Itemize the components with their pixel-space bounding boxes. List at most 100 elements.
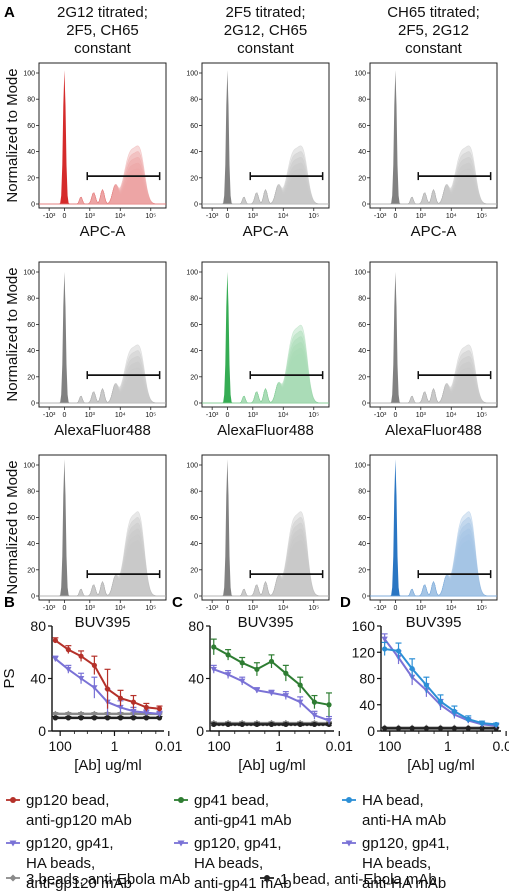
data-point [311, 699, 318, 705]
legend-marker [264, 875, 270, 881]
negative-peak [370, 459, 497, 596]
data-point [77, 710, 85, 718]
y-tick-label: 40 [359, 697, 375, 713]
data-point [91, 715, 97, 721]
y-tick-label: 60 [190, 123, 198, 130]
x-tick-label: 10⁵ [308, 213, 319, 220]
data-point [117, 695, 124, 701]
data-point [238, 678, 246, 685]
y-tick-label: 20 [358, 374, 366, 381]
series-4 [52, 715, 163, 721]
data-point [268, 721, 275, 728]
data-point [130, 699, 137, 705]
flow-xlabel: APC-A [80, 223, 126, 240]
x-tick-label: 0 [62, 213, 66, 220]
y-tick-label: 60 [27, 322, 35, 329]
legend-b-entry-0: gp120 bead, anti-gp120 mAb [6, 792, 132, 829]
legend-text: 1 bead, anti-Ebola mAb [280, 871, 437, 888]
data-point [268, 658, 275, 665]
y-tick-label: 100 [354, 463, 366, 470]
data-point [382, 725, 388, 731]
data-point [52, 656, 59, 662]
titration-histogram-5 [202, 324, 329, 404]
y-tick-label: 60 [27, 515, 35, 522]
x-tick-label: 10⁵ [476, 213, 487, 220]
data-point [52, 715, 58, 721]
column-title-2-line-1: 2F5, 2G12 [398, 22, 469, 39]
legend-marker [346, 797, 352, 803]
y-tick-label: 20 [190, 175, 198, 182]
y-tick-label: 20 [358, 567, 366, 574]
y-tick-label: 40 [27, 149, 35, 156]
y-tick-label: 40 [190, 149, 198, 156]
x-tick-label: 0 [225, 213, 229, 220]
column-title-2-line-0: CH65 titrated; [387, 4, 480, 21]
negative-peak [39, 70, 166, 204]
data-point [143, 704, 149, 710]
x-tick-label: -10³ [43, 213, 56, 220]
data-point [423, 682, 430, 688]
series-4 [210, 721, 332, 728]
y-tick-label: 20 [190, 567, 198, 574]
x-tick-label: 10⁴ [115, 213, 126, 220]
negative-peak [202, 459, 329, 596]
histogram-frame [38, 454, 167, 601]
y-tick-label: 0 [31, 401, 35, 408]
data-point [77, 676, 85, 682]
panel-letter-b: B [4, 594, 15, 611]
x-tick-label: 10⁴ [115, 605, 126, 612]
panel-letter-c: C [172, 594, 183, 611]
column-title-0-line-1: 2F5, CH65 [66, 22, 139, 39]
chart-panel-c: 0 40 80 100 1 0.01 [Ab] ug/ml [188, 618, 353, 774]
legends: gp120 bead, anti-gp120 mAb gp120, gp41, HA … [6, 792, 450, 891]
legend-marker [10, 797, 16, 803]
x-tick-label: 0 [225, 412, 229, 419]
y-tick-label: 40 [358, 541, 366, 548]
histogram-panel-r2-c0: 0 20 40 60 80 100 -10³ 0 10³ 10⁴ 10⁵ BUV395 [23, 454, 167, 631]
data-point [325, 718, 333, 724]
data-point [117, 715, 124, 721]
titration-histogram-5 [370, 145, 497, 205]
x-tick-label: 10⁴ [446, 412, 457, 419]
data-point [52, 637, 58, 644]
y-tick-label: 80 [190, 296, 198, 303]
y-tick-label: 100 [354, 71, 366, 78]
flow-xlabel: AlexaFluor488 [385, 422, 482, 439]
x-tick-label: 10⁵ [476, 412, 487, 419]
y-tick-label: 0 [196, 723, 204, 739]
negative-peak [370, 70, 497, 204]
panel-letter-d: D [340, 594, 351, 611]
data-point [130, 715, 137, 721]
data-point [78, 653, 84, 659]
legend-text: gp120, gp41, [362, 835, 450, 852]
negative-peak [202, 271, 329, 403]
y-tick-label: 20 [27, 175, 35, 182]
histogram-panel-r2-c2: 0 20 40 60 80 100 -10³ 0 10³ 10⁴ 10⁵ BUV395 [354, 454, 498, 631]
y-tick-label: 40 [188, 671, 204, 687]
legend-text: gp120 bead, [26, 792, 109, 809]
data-point [91, 662, 97, 668]
y-tick-label: 80 [358, 97, 366, 104]
chart-panel-d: 0 40 80 120 160 100 1 0.01 [Ab] ug/ml [352, 618, 509, 774]
data-point [253, 687, 261, 694]
series-1 [381, 641, 500, 728]
y-tick-label: 100 [23, 71, 35, 78]
legend-marker [9, 874, 17, 882]
data-point [211, 721, 217, 728]
y-tick-label: 60 [27, 123, 35, 130]
y-tick-label: 100 [23, 270, 35, 277]
legend-text: HA beads, [362, 855, 431, 872]
y-tick-label: 80 [188, 618, 204, 634]
x-tick-label: 1 [111, 738, 119, 754]
x-tick-label: -10³ [206, 605, 219, 612]
series-1 [52, 637, 163, 712]
y-tick-label: 60 [190, 322, 198, 329]
histogram-panel-r1-c1: 0 20 40 60 80 100 -10³ 0 10³ 10⁴ 10⁵ AlexaFluor488 [186, 261, 330, 439]
titration-histogram-5 [370, 344, 497, 404]
data-point [65, 647, 71, 653]
data-point [211, 644, 217, 650]
x-tick-label: 1 [275, 738, 283, 754]
x-tick-label: 10³ [85, 213, 96, 220]
data-point [239, 660, 245, 666]
x-tick-label: 100 [207, 738, 231, 754]
